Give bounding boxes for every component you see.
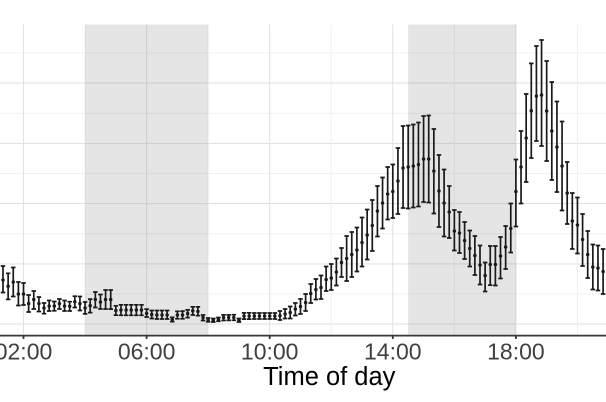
svg-text:02:00: 02:00 — [0, 339, 52, 365]
svg-text:06:00: 06:00 — [118, 339, 176, 365]
svg-text:Time of day: Time of day — [263, 363, 396, 391]
svg-text:10:00: 10:00 — [241, 339, 299, 365]
svg-text:14:00: 14:00 — [364, 339, 422, 365]
svg-text:18:00: 18:00 — [487, 339, 545, 365]
